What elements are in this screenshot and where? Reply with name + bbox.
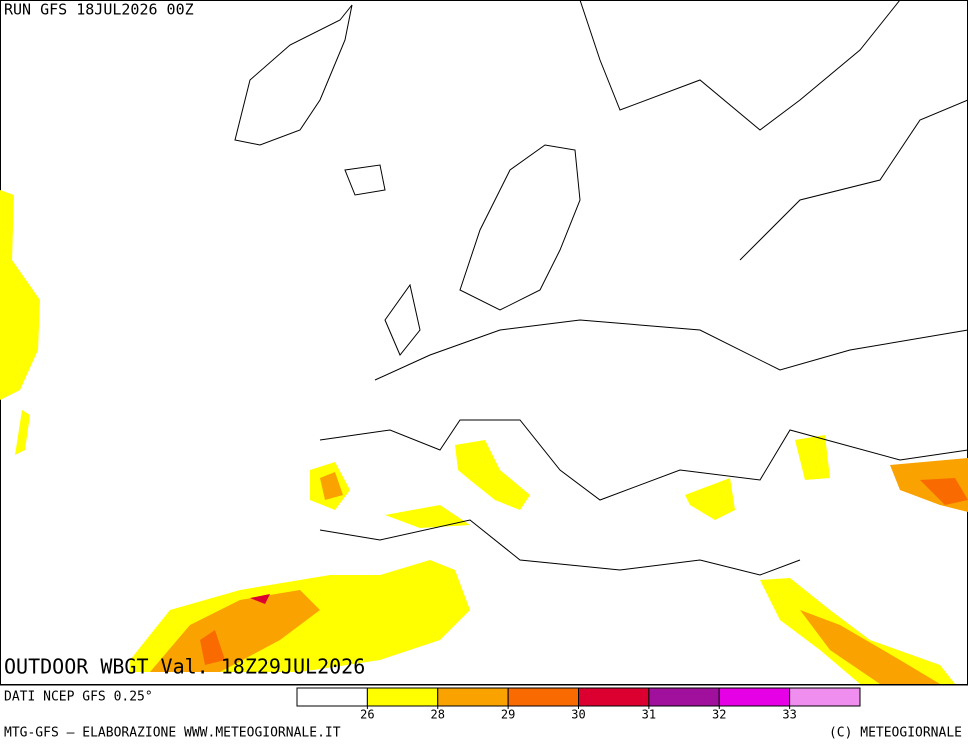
coastlines — [234, 0, 968, 576]
legend-tick-label: 26 — [360, 708, 374, 722]
legend-swatch — [366, 687, 439, 707]
legend-tick-label: 32 — [712, 708, 726, 722]
source-label: DATI NCEP GFS 0.25° — [4, 690, 153, 705]
legend-tick-label: 29 — [501, 708, 515, 722]
footer-left: MTG-GFS — ELABORAZIONE WWW.METEOGIORNALE… — [4, 726, 341, 741]
legend-tick-label: 31 — [642, 708, 656, 722]
legend-tick-label: 30 — [571, 708, 585, 722]
map-frame — [0, 0, 968, 685]
run-label: RUN GFS 18JUL2026 00Z — [4, 1, 194, 19]
map-title: OUTDOOR WBGT Val. 18Z29JUL2026 — [4, 655, 365, 679]
legend-tick-label: 28 — [431, 708, 445, 722]
legend-swatch — [578, 687, 650, 707]
legend-swatch — [296, 687, 368, 707]
color-legend: 26 28 29 30 31 32 33 — [296, 687, 861, 722]
legend-swatch — [789, 687, 861, 707]
legend-swatch — [648, 687, 720, 707]
legend-swatch — [718, 687, 791, 707]
field — [0, 190, 968, 684]
legend-tick-label: 33 — [782, 708, 796, 722]
legend-swatch — [437, 687, 509, 707]
footer-right: (C) METEOGIORNALE — [829, 726, 962, 741]
legend-swatch — [507, 687, 579, 707]
